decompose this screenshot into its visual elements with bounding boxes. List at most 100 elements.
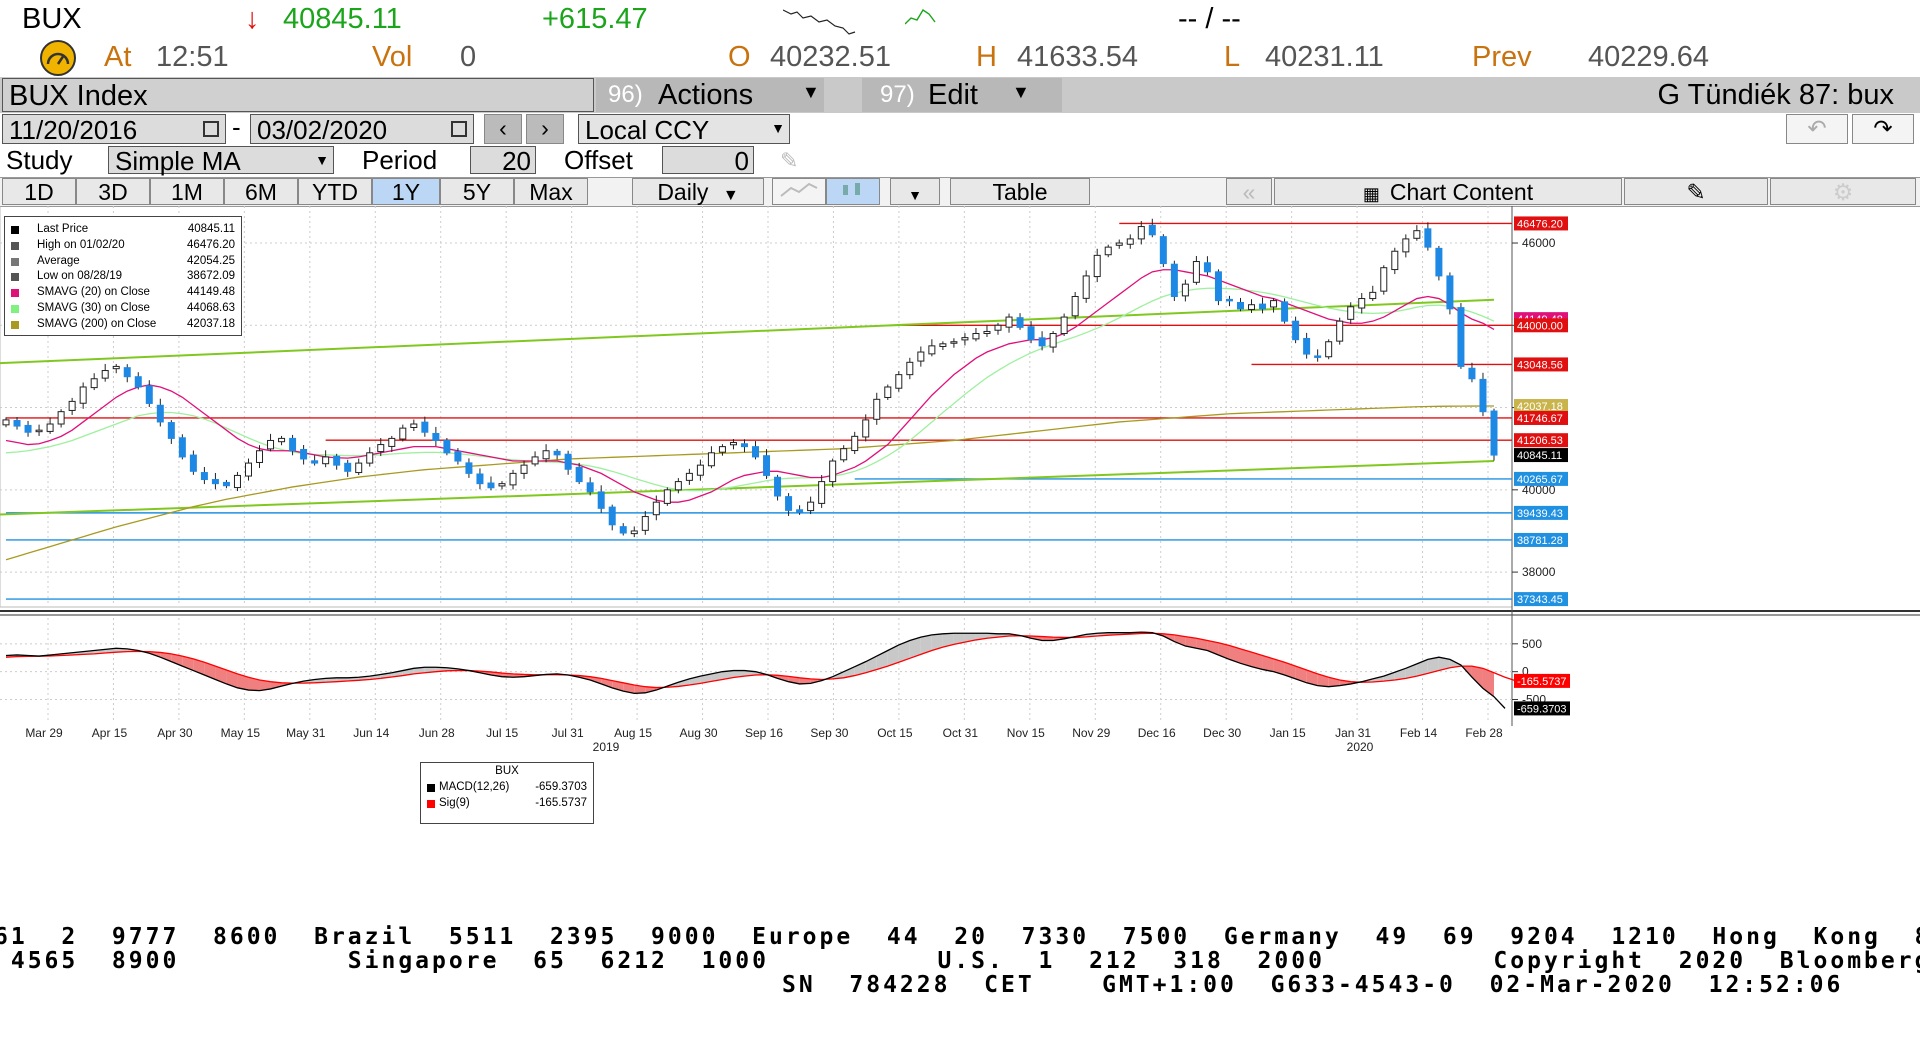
- chart-type-dropdown[interactable]: ▼: [890, 178, 940, 205]
- macd-fill: [1229, 645, 1241, 664]
- range-button-3d[interactable]: 3D: [76, 178, 150, 205]
- price-tag-label: 41746.67: [1517, 413, 1563, 425]
- price-chart[interactable]: Mar 29 Apr 15 Apr 30 May 15 May 31 Jun 14 Jun …: [0, 206, 1920, 926]
- table-button[interactable]: Table: [950, 178, 1090, 205]
- candle: [840, 448, 848, 461]
- candle: [1203, 262, 1211, 273]
- macd-legend-item: MACD(12,26) -659.3703: [427, 781, 587, 796]
- currency-select[interactable]: Local CCY ▼: [578, 114, 790, 145]
- macd-fill: [700, 673, 712, 684]
- candle: [862, 419, 870, 438]
- macd-fill: [1372, 676, 1384, 682]
- chevron-down-icon: ▼: [1012, 82, 1030, 102]
- candle: [355, 462, 363, 474]
- settings-button[interactable]: ⚙: [1770, 178, 1916, 205]
- macd-fill: [1262, 655, 1274, 672]
- candle: [399, 427, 407, 440]
- candle: [267, 439, 275, 450]
- redo-button[interactable]: ↷: [1852, 114, 1914, 144]
- candle: [597, 491, 605, 509]
- study-select[interactable]: Simple MA ▼: [108, 146, 334, 175]
- frequency-select[interactable]: Daily ▼: [632, 178, 764, 205]
- candle: [851, 435, 859, 452]
- candle: [465, 462, 473, 474]
- range-button-1d[interactable]: 1D: [2, 178, 76, 205]
- sma20-line: [5, 269, 1495, 503]
- candle: [68, 400, 76, 411]
- range-button-6m[interactable]: 6M: [224, 178, 298, 205]
- candle: [1038, 337, 1046, 347]
- intraday-sparkline: [783, 9, 856, 35]
- candle: [24, 424, 32, 433]
- edit-shortcut: 97): [880, 81, 915, 108]
- legend-value: 38672.09: [187, 270, 235, 283]
- calendar-icon[interactable]: [203, 121, 219, 137]
- candle: [1490, 410, 1498, 456]
- candle: [13, 420, 21, 427]
- undo-button[interactable]: ↶: [1786, 114, 1848, 144]
- offset-input[interactable]: 0: [662, 146, 754, 175]
- candle: [1281, 301, 1289, 322]
- candle: [1336, 320, 1344, 342]
- candle: [961, 337, 969, 341]
- candle: [1424, 228, 1432, 248]
- range-button-5y[interactable]: 5Y: [440, 178, 514, 205]
- macd-fill: [259, 680, 271, 691]
- candle: [1391, 250, 1399, 271]
- security-title: BUX Index: [9, 80, 148, 112]
- candle: [233, 474, 241, 489]
- offset-label: Offset: [564, 145, 633, 175]
- period-input[interactable]: 20: [470, 146, 536, 175]
- candle: [1049, 333, 1057, 348]
- collapse-button[interactable]: «: [1226, 178, 1272, 205]
- candle: [1170, 263, 1178, 297]
- edit-menu[interactable]: 97) Edit ▼: [862, 78, 1062, 112]
- actions-menu[interactable]: 96) Actions ▼: [596, 78, 824, 112]
- x-tick-label: Dec 16: [1138, 726, 1176, 740]
- macd-fill: [1284, 662, 1296, 679]
- x-tick-label: Nov 29: [1072, 726, 1110, 740]
- macd-fill: [413, 667, 425, 674]
- candle: [895, 374, 903, 389]
- candle: [641, 516, 649, 531]
- candle: [939, 343, 947, 347]
- candle-chart-button[interactable]: [826, 178, 880, 205]
- macd-fill: [270, 681, 282, 689]
- macd-fill: [1273, 658, 1285, 676]
- candle: [1314, 355, 1322, 358]
- legend-item: SMAVG (30) on Close 44068.63: [11, 302, 235, 317]
- next-period-button[interactable]: ›: [526, 114, 564, 144]
- legend-swatch: [11, 273, 19, 282]
- legend-label: SMAVG (30) on Close: [37, 302, 150, 314]
- macd-y-tick-label: 0: [1522, 665, 1529, 679]
- macd-tag-label: -165.5737: [1517, 676, 1567, 688]
- candle: [79, 386, 87, 404]
- gauge-icon[interactable]: [40, 40, 76, 76]
- macd-legend: BUX MACD(12,26) -659.3703 Sig(9) -165.5737: [420, 762, 594, 824]
- range-button-ytd[interactable]: YTD: [298, 178, 372, 205]
- table-label: Table: [992, 179, 1048, 205]
- macd-fill: [843, 666, 855, 678]
- x-tick-label: Oct 15: [877, 726, 913, 740]
- start-date-field[interactable]: 11/20/2016: [2, 114, 226, 145]
- candle: [1060, 316, 1068, 335]
- candle: [884, 386, 892, 398]
- line-chart-button[interactable]: [772, 178, 826, 205]
- chart-content-button[interactable]: ▦ Chart Content: [1274, 178, 1622, 205]
- macd-fill: [1317, 673, 1329, 687]
- candle: [443, 439, 451, 454]
- prev-period-button[interactable]: ‹: [484, 114, 522, 144]
- macd-legend-value: -165.5737: [535, 797, 587, 809]
- chevron-left-icon: ‹: [499, 115, 507, 141]
- range-button-1y[interactable]: 1Y: [372, 178, 440, 205]
- annotation-button[interactable]: ✎: [1624, 178, 1768, 205]
- pencil-icon[interactable]: ✎: [780, 148, 799, 173]
- end-date-field[interactable]: 03/02/2020: [250, 114, 474, 145]
- macd-fill: [1427, 657, 1439, 674]
- range-button-1m[interactable]: 1M: [150, 178, 224, 205]
- candle: [553, 450, 561, 456]
- candle: [222, 481, 230, 487]
- candle: [454, 451, 462, 462]
- range-button-max[interactable]: Max: [514, 178, 588, 205]
- calendar-icon[interactable]: [451, 121, 467, 137]
